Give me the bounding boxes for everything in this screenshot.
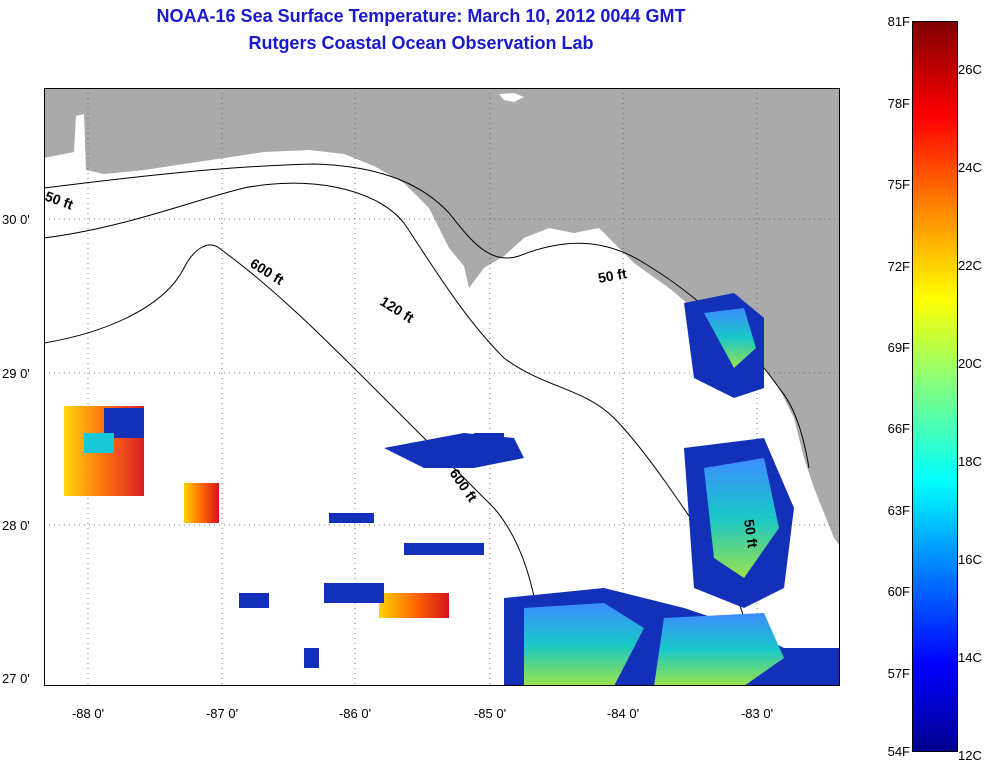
latitude-label-30: 30 0': [2, 212, 30, 227]
longitude-label-85: -85 0': [473, 706, 507, 721]
contour-label-50ft-south: 50 ft: [741, 518, 761, 549]
colorbar-label-f: 54F: [887, 744, 910, 759]
lake: [499, 93, 524, 102]
longitude-label-86: -86 0': [338, 706, 372, 721]
sst-map[interactable]: 50 ft 50 ft 600 ft 120 ft 600 ft 50 ft: [44, 88, 840, 686]
colorbar-label-c: 18C: [958, 454, 982, 469]
contour-label-50ft-east: 50 ft: [597, 265, 628, 286]
longitude-label-84: -84 0': [606, 706, 640, 721]
colorbar-label-f: 69F: [887, 340, 910, 355]
colorbar-label-c: 24C: [958, 160, 982, 175]
colorbar-label-f: 66F: [887, 421, 910, 436]
map-subtitle: Rutgers Coastal Ocean Observation Lab: [248, 33, 594, 53]
colorbar-label-f: 81F: [887, 14, 910, 29]
latitude-label-28: 28 0': [2, 518, 30, 533]
land-area: [44, 88, 840, 546]
latitude-label-27: 27 0': [2, 671, 30, 686]
colorbar-label-c: 20C: [958, 356, 982, 371]
temperature-colorbar: [912, 21, 958, 752]
colorbar-label-f: 60F: [887, 584, 910, 599]
colorbar-label-c: 26C: [958, 62, 982, 77]
colorbar-label-c: 22C: [958, 258, 982, 273]
longitude-label-88: -88 0': [71, 706, 105, 721]
longitude-label-83: -83 0': [740, 706, 774, 721]
colorbar-label-f: 75F: [887, 177, 910, 192]
map-frame: [44, 88, 840, 686]
latitude-label-29: 29 0': [2, 366, 30, 381]
map-title: NOAA-16 Sea Surface Temperature: March 1…: [156, 6, 686, 26]
colorbar-label-f: 57F: [887, 666, 910, 681]
colorbar-label-c: 14C: [958, 650, 982, 665]
colorbar-label-c: 12C: [958, 748, 982, 763]
longitude-label-87: -87 0': [205, 706, 239, 721]
colorbar-label-f: 78F: [887, 96, 910, 111]
sst-data-patches: [64, 293, 840, 686]
colorbar-label-c: 16C: [958, 552, 982, 567]
colorbar-label-f: 72F: [887, 259, 910, 274]
colorbar-label-f: 63F: [887, 503, 910, 518]
